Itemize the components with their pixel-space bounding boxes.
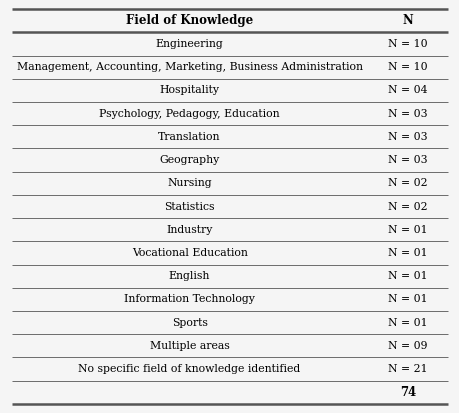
Text: N: N <box>402 14 413 27</box>
Text: English: English <box>168 271 210 281</box>
Text: N = 10: N = 10 <box>387 39 427 49</box>
Text: Psychology, Pedagogy, Education: Psychology, Pedagogy, Education <box>99 109 279 119</box>
Text: N = 03: N = 03 <box>387 109 427 119</box>
Text: N = 10: N = 10 <box>387 62 427 72</box>
Text: N = 01: N = 01 <box>387 248 427 258</box>
Text: Hospitality: Hospitality <box>159 85 219 95</box>
Text: N = 01: N = 01 <box>387 225 427 235</box>
Text: N = 03: N = 03 <box>387 132 427 142</box>
Text: N = 01: N = 01 <box>387 271 427 281</box>
Text: Sports: Sports <box>171 318 207 328</box>
Text: Nursing: Nursing <box>167 178 212 188</box>
Text: N = 21: N = 21 <box>387 364 427 374</box>
Text: N = 04: N = 04 <box>387 85 427 95</box>
Text: N = 01: N = 01 <box>387 318 427 328</box>
Text: 74: 74 <box>399 386 415 399</box>
Text: Information Technology: Information Technology <box>124 294 254 304</box>
Text: Vocational Education: Vocational Education <box>131 248 247 258</box>
Text: N = 09: N = 09 <box>387 341 427 351</box>
Text: Engineering: Engineering <box>155 39 223 49</box>
Text: Translation: Translation <box>158 132 220 142</box>
Text: No specific field of knowledge identified: No specific field of knowledge identifie… <box>78 364 300 374</box>
Text: Geography: Geography <box>159 155 219 165</box>
Text: Multiple areas: Multiple areas <box>149 341 229 351</box>
Text: N = 02: N = 02 <box>387 202 427 211</box>
Text: N = 03: N = 03 <box>387 155 427 165</box>
Text: Statistics: Statistics <box>164 202 214 211</box>
Text: Industry: Industry <box>166 225 213 235</box>
Text: N = 01: N = 01 <box>387 294 427 304</box>
Text: Management, Accounting, Marketing, Business Administration: Management, Accounting, Marketing, Busin… <box>17 62 362 72</box>
Text: Field of Knowledge: Field of Knowledge <box>126 14 252 27</box>
Text: N = 02: N = 02 <box>387 178 427 188</box>
